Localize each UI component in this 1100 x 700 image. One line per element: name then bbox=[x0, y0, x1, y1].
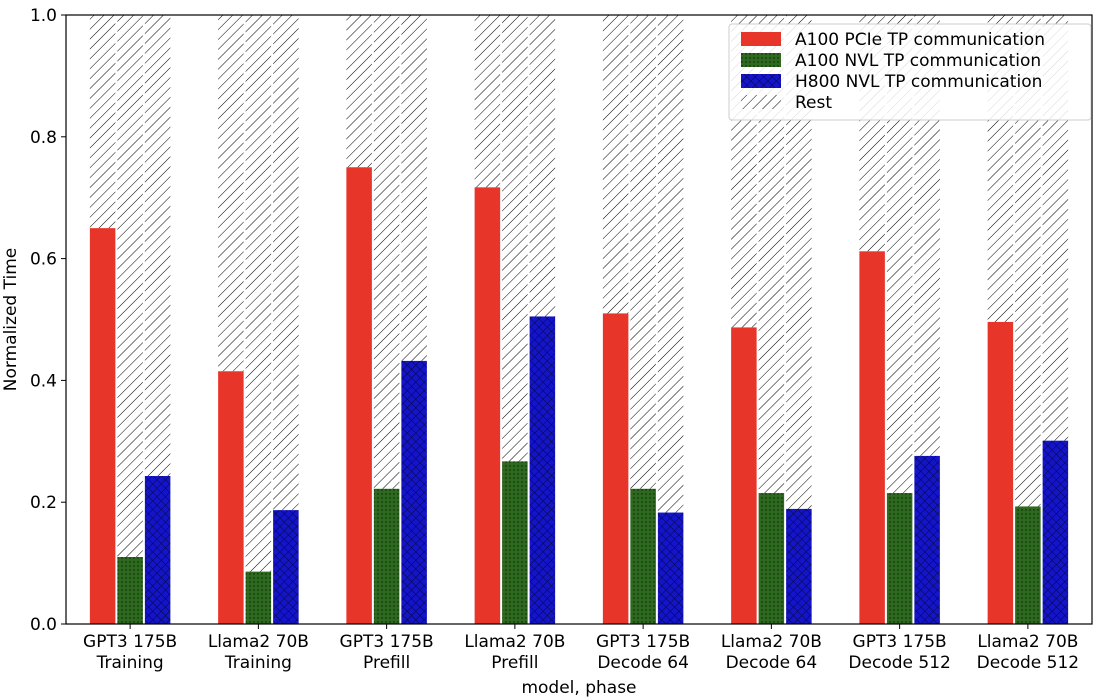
x-tick-label: Training bbox=[224, 653, 292, 673]
x-tick-label: Decode 512 bbox=[848, 653, 950, 673]
bar-a100-pcie bbox=[346, 167, 372, 624]
bar-rest bbox=[245, 15, 272, 572]
bar-rest bbox=[117, 15, 143, 558]
bar-a100-pcie bbox=[602, 313, 629, 624]
bar-rest bbox=[474, 15, 501, 188]
bar-h800-nvl bbox=[657, 512, 684, 624]
bar-rest bbox=[502, 15, 528, 462]
y-tick-label: 0.4 bbox=[30, 371, 57, 391]
x-axis-label: model, phase bbox=[521, 678, 636, 698]
bar-h800-nvl bbox=[273, 510, 299, 624]
bar-rest bbox=[89, 15, 116, 229]
bar-a100-nvl bbox=[1015, 506, 1041, 624]
legend-swatch bbox=[741, 53, 781, 67]
legend-label: Rest bbox=[795, 93, 832, 113]
bar-a100-nvl bbox=[245, 571, 272, 624]
legend-label: H800 NVL TP communication bbox=[795, 72, 1042, 92]
x-tick-label: Prefill bbox=[363, 653, 410, 673]
bar-rest bbox=[273, 15, 299, 511]
bar-a100-pcie bbox=[859, 251, 885, 625]
bar-a100-pcie bbox=[987, 321, 1014, 624]
bar-h800-nvl bbox=[1042, 440, 1069, 624]
legend-swatch bbox=[741, 95, 781, 109]
bar-h800-nvl bbox=[529, 316, 556, 624]
x-tick-label: Llama2 70B bbox=[721, 632, 822, 652]
x-tick-label: Decode 64 bbox=[597, 653, 689, 673]
x-tick-label: Prefill bbox=[491, 653, 538, 673]
bar-a100-pcie bbox=[218, 371, 244, 624]
y-axis-label: Normalized Time bbox=[1, 248, 21, 391]
bar-rest bbox=[218, 15, 244, 372]
legend-label: A100 NVL TP communication bbox=[795, 51, 1041, 71]
bar-a100-pcie bbox=[474, 187, 501, 625]
bar-a100-pcie bbox=[731, 327, 757, 624]
x-tick-label: Llama2 70B bbox=[977, 632, 1078, 652]
bar-a100-pcie bbox=[89, 228, 116, 624]
x-tick-label: GPT3 175B bbox=[340, 632, 434, 652]
legend-swatch bbox=[741, 32, 781, 46]
bar-a100-nvl bbox=[502, 461, 528, 624]
y-tick-label: 0.6 bbox=[30, 250, 57, 270]
x-tick-label: GPT3 175B bbox=[83, 632, 177, 652]
bar-h800-nvl bbox=[401, 360, 427, 624]
bar-rest bbox=[657, 15, 684, 513]
x-tick-label: Decode 512 bbox=[977, 653, 1079, 673]
bar-rest bbox=[144, 15, 171, 477]
bar-a100-nvl bbox=[758, 493, 785, 624]
x-tick-label: Decode 64 bbox=[726, 653, 818, 673]
legend-swatch bbox=[741, 74, 781, 88]
bar-h800-nvl bbox=[786, 508, 812, 624]
x-tick-label: Llama2 70B bbox=[464, 632, 565, 652]
x-tick-label: Training bbox=[96, 653, 164, 673]
bar-rest bbox=[373, 15, 400, 489]
bar-a100-nvl bbox=[886, 493, 913, 624]
y-tick-label: 0.0 bbox=[30, 615, 57, 635]
legend-box bbox=[728, 23, 1092, 121]
bar-a100-nvl bbox=[630, 488, 656, 624]
bar-rest bbox=[630, 15, 656, 489]
bar-rest bbox=[346, 15, 372, 168]
bar-a100-nvl bbox=[373, 488, 400, 624]
legend-label: A100 PCIe TP communication bbox=[795, 30, 1045, 50]
y-tick-label: 1.0 bbox=[30, 6, 57, 26]
x-tick-label: Llama2 70B bbox=[208, 632, 309, 652]
x-tick-label: GPT3 175B bbox=[596, 632, 690, 652]
y-tick-label: 0.2 bbox=[30, 493, 57, 513]
bar-h800-nvl bbox=[144, 476, 171, 624]
plot-frame bbox=[65, 14, 1093, 625]
bar-h800-nvl bbox=[914, 455, 940, 624]
bar-rest bbox=[401, 15, 427, 361]
bar-rest bbox=[529, 15, 556, 317]
y-tick-label: 0.8 bbox=[30, 128, 57, 148]
bar-a100-nvl bbox=[117, 557, 143, 624]
x-tick-label: GPT3 175B bbox=[853, 632, 947, 652]
bar-rest bbox=[602, 15, 629, 314]
